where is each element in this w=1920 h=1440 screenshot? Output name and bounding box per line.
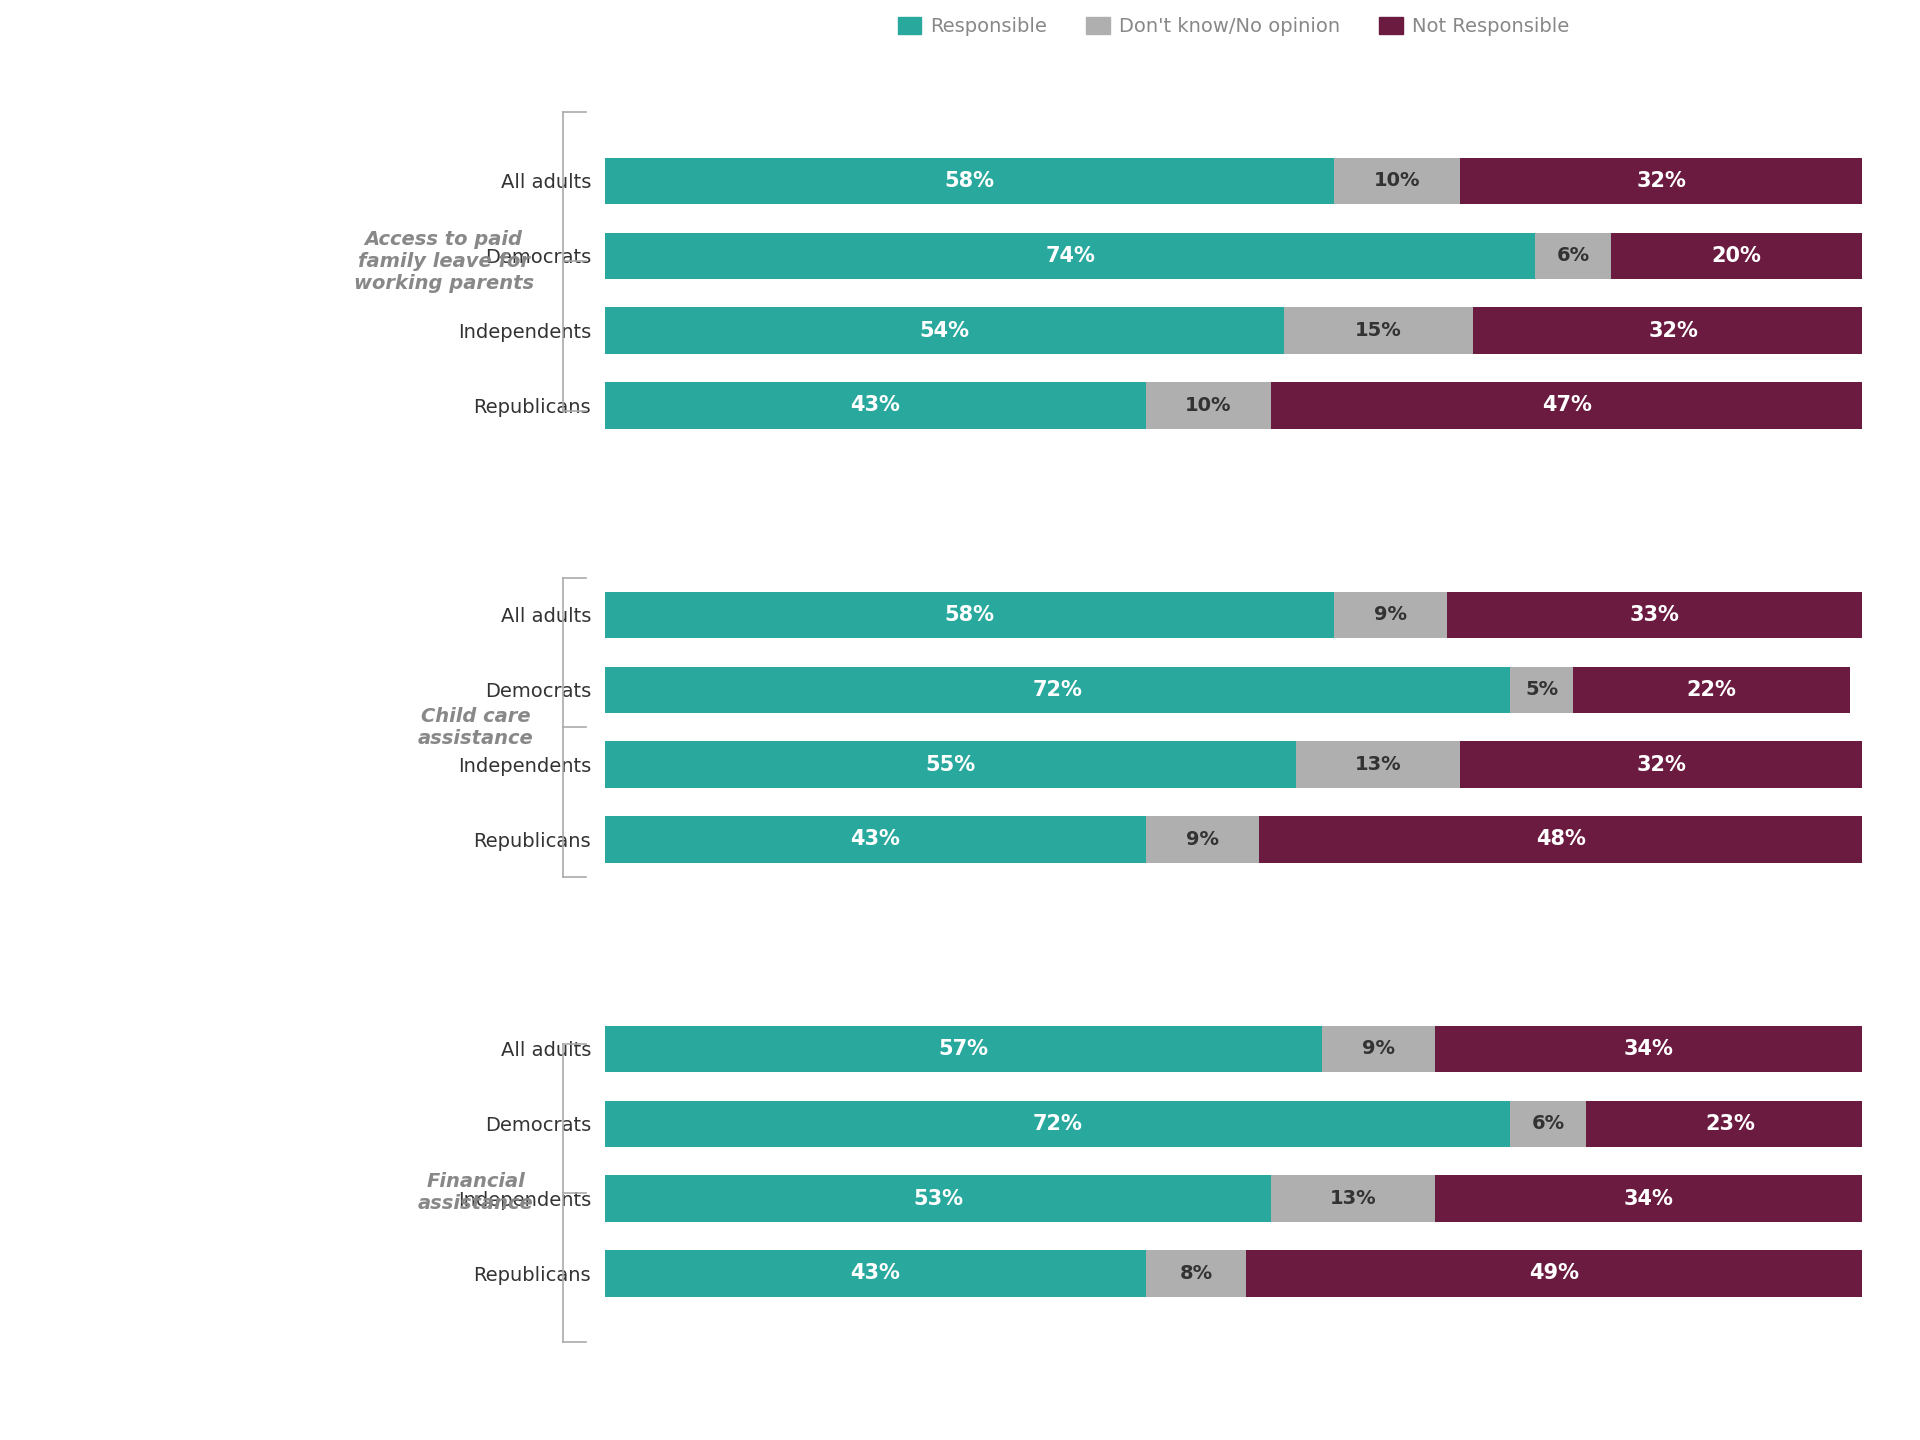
Bar <box>1334 158 1459 204</box>
Text: 10%: 10% <box>1185 396 1233 415</box>
Text: Access to paid
family leave for
working parents: Access to paid family leave for working … <box>353 230 534 292</box>
Text: 9%: 9% <box>1375 605 1407 625</box>
Text: 58%: 58% <box>945 171 995 192</box>
Bar <box>1146 1250 1246 1296</box>
Bar <box>605 158 1334 204</box>
Text: 53%: 53% <box>914 1188 964 1208</box>
Bar <box>1448 592 1862 638</box>
Text: Child care
assistance: Child care assistance <box>419 707 534 747</box>
Bar <box>1246 1250 1862 1296</box>
Bar <box>1434 1175 1862 1221</box>
Text: 43%: 43% <box>851 1263 900 1283</box>
Bar <box>1146 382 1271 429</box>
Text: 9%: 9% <box>1187 829 1219 850</box>
Bar <box>605 307 1284 354</box>
Text: 13%: 13% <box>1356 755 1402 775</box>
Text: 13%: 13% <box>1331 1189 1377 1208</box>
Bar <box>1511 667 1572 713</box>
Bar <box>1271 1175 1434 1221</box>
Text: 72%: 72% <box>1033 680 1083 700</box>
Text: 43%: 43% <box>851 829 900 850</box>
Text: 32%: 32% <box>1649 321 1699 341</box>
Text: 5%: 5% <box>1524 680 1559 700</box>
Text: 15%: 15% <box>1356 321 1402 340</box>
Bar <box>1611 233 1862 279</box>
Bar <box>605 382 1146 429</box>
Text: 57%: 57% <box>939 1040 989 1058</box>
Bar <box>605 816 1146 863</box>
Bar <box>1271 382 1862 429</box>
Bar <box>1572 667 1849 713</box>
Bar <box>1434 1025 1862 1073</box>
Bar <box>1284 307 1473 354</box>
Text: 33%: 33% <box>1630 605 1680 625</box>
Text: 9%: 9% <box>1361 1040 1394 1058</box>
Bar <box>1296 742 1459 788</box>
Text: 8%: 8% <box>1179 1264 1212 1283</box>
Bar <box>1473 307 1876 354</box>
Bar <box>605 233 1536 279</box>
Bar <box>1511 1100 1586 1148</box>
Text: 49%: 49% <box>1530 1263 1580 1283</box>
Text: 32%: 32% <box>1636 171 1686 192</box>
Bar <box>605 1175 1271 1221</box>
Text: 72%: 72% <box>1033 1113 1083 1133</box>
Bar <box>1260 816 1862 863</box>
Bar <box>605 742 1296 788</box>
Text: 23%: 23% <box>1705 1113 1755 1133</box>
Text: 22%: 22% <box>1686 680 1736 700</box>
Text: 6%: 6% <box>1532 1115 1565 1133</box>
Text: 48%: 48% <box>1536 829 1586 850</box>
Text: 20%: 20% <box>1713 246 1761 266</box>
Text: 74%: 74% <box>1044 246 1094 266</box>
Text: 34%: 34% <box>1624 1188 1674 1208</box>
Bar <box>1459 158 1862 204</box>
Bar <box>605 1025 1321 1073</box>
Bar <box>1321 1025 1434 1073</box>
Bar <box>605 592 1334 638</box>
Bar <box>1536 233 1611 279</box>
Text: 10%: 10% <box>1375 171 1421 190</box>
Text: 6%: 6% <box>1557 246 1590 265</box>
Bar <box>1586 1100 1876 1148</box>
Bar <box>605 667 1511 713</box>
Text: 34%: 34% <box>1624 1040 1674 1058</box>
Bar <box>1459 742 1862 788</box>
Text: 47%: 47% <box>1542 396 1592 415</box>
Bar <box>605 1250 1146 1296</box>
Text: Financial
assistance: Financial assistance <box>419 1172 534 1214</box>
Legend: Responsible, Don't know/No opinion, Not Responsible: Responsible, Don't know/No opinion, Not … <box>897 17 1571 36</box>
Text: 32%: 32% <box>1636 755 1686 775</box>
Bar <box>1146 816 1260 863</box>
Text: 55%: 55% <box>925 755 975 775</box>
Text: 43%: 43% <box>851 396 900 415</box>
Bar <box>1334 592 1448 638</box>
Bar <box>605 1100 1511 1148</box>
Text: 54%: 54% <box>920 321 970 341</box>
Text: 58%: 58% <box>945 605 995 625</box>
